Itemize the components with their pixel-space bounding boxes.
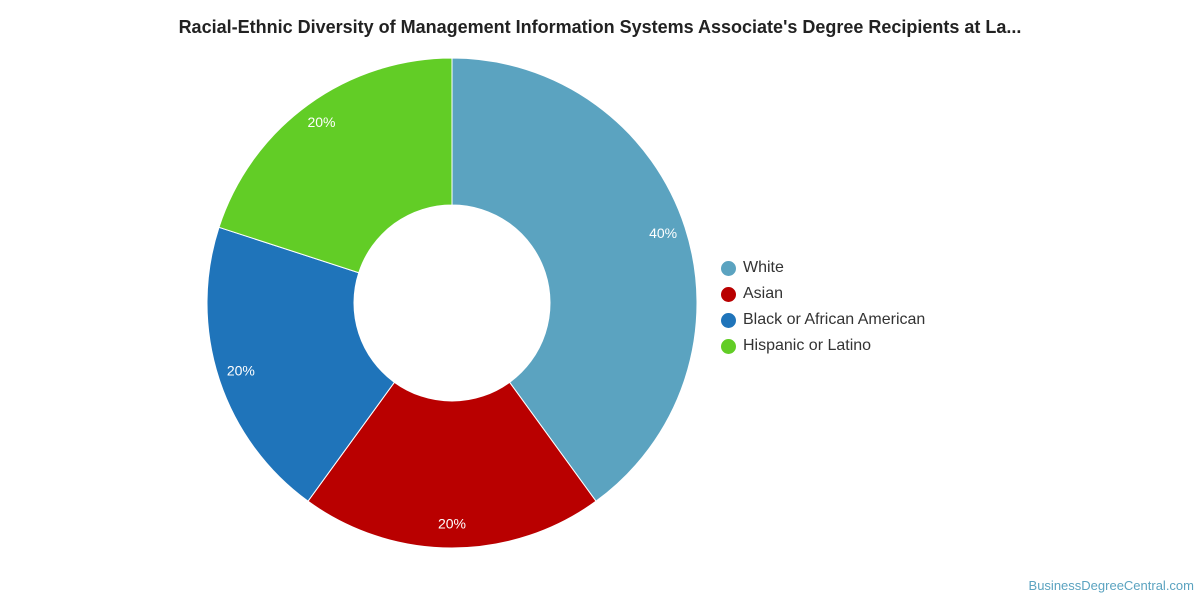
slice-label-white: 40%: [649, 225, 677, 241]
chart-title: Racial-Ethnic Diversity of Management In…: [178, 17, 1022, 37]
legend-swatch-hispanic-or-latino: [721, 338, 736, 354]
slice-label-asian: 20%: [438, 516, 466, 532]
legend-swatch-black-or-african-american: [721, 312, 736, 328]
legend-swatch-white: [721, 260, 736, 276]
legend-label-white: White: [743, 259, 784, 276]
slice-white[interactable]: [451, 57, 698, 502]
legend-label-black-or-african-american: Black or African American: [743, 311, 926, 328]
legend-label-asian: Asian: [743, 285, 784, 302]
slice-asian[interactable]: [307, 381, 597, 549]
legend-item-asian[interactable]: Asian: [721, 281, 925, 307]
slice-hispanic-or-latino[interactable]: [218, 57, 453, 274]
source-credit[interactable]: BusinessDegreeCentral.com: [1028, 578, 1194, 593]
legend-item-white[interactable]: White: [721, 255, 925, 281]
legend-item-black-or-african-american[interactable]: Black or African American: [721, 307, 925, 333]
slice-label-black-or-african-american: 20%: [227, 362, 255, 378]
legend-swatch-asian: [721, 286, 736, 302]
chart-legend: White Asian Black or African American Hi…: [721, 255, 925, 359]
slice-black-or-african-american[interactable]: [206, 226, 396, 502]
legend-item-hispanic-or-latino[interactable]: Hispanic or Latino: [721, 333, 925, 359]
legend-label-hispanic-or-latino: Hispanic or Latino: [743, 337, 872, 354]
slice-label-hispanic-or-latino: 20%: [307, 114, 335, 130]
